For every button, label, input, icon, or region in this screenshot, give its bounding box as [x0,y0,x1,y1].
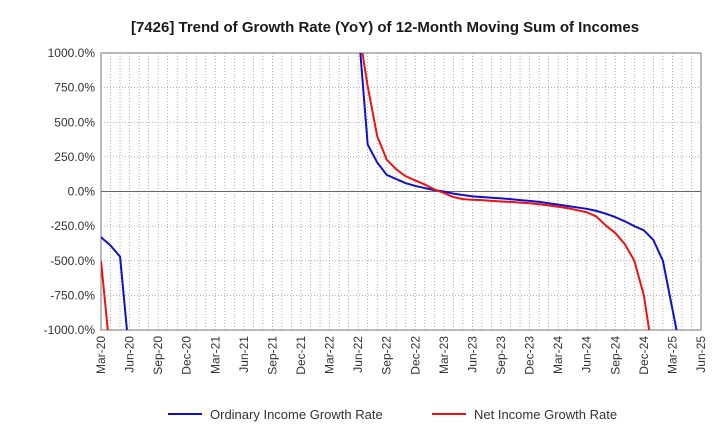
x-tick-label: Jun-20 [123,336,137,373]
x-axis: Mar-20 Jun-20 Sep-20 Dec-20 Mar-21 Jun-21 Sep-… [94,336,708,375]
y-tick-label: -250.0% [50,219,95,233]
x-tick-label: Dec-21 [294,336,308,375]
x-tick-label: Dec-24 [637,336,651,375]
grid [100,52,702,331]
legend-label: Ordinary Income Growth Rate [210,407,383,422]
x-tick-label: Sep-24 [608,336,622,375]
chart-title: [7426] Trend of Growth Rate (YoY) of 12-… [131,19,639,36]
x-tick-label: Dec-20 [180,336,194,375]
series-layer [101,53,678,330]
x-tick-label: Sep-23 [494,336,508,375]
y-tick-label: -500.0% [50,254,95,268]
x-tick-label: Jun-24 [580,336,594,373]
x-tick-label: Sep-22 [380,336,394,375]
x-tick-label: Sep-20 [151,336,165,375]
y-tick-label: 1000.0% [48,46,96,60]
plot-frame [100,52,702,331]
x-tick-label: Jun-21 [237,336,251,373]
x-tick-label: Jun-23 [465,336,479,373]
legend: Ordinary Income Growth Rate Net Income Gr… [168,407,617,422]
y-tick-label: 500.0% [54,115,95,129]
legend-label: Net Income Growth Rate [474,407,617,422]
series-line-ordinary-income [101,53,678,330]
x-tick-label: Jun-25 [694,336,708,373]
y-tick-label: -750.0% [50,288,95,302]
x-tick-label: Mar-23 [437,336,451,374]
x-tick-label: Mar-24 [551,336,565,374]
x-tick-label: Dec-23 [523,336,537,375]
y-tick-label: 250.0% [54,150,95,164]
y-tick-label: 0.0% [68,185,96,199]
x-tick-label: Mar-20 [94,336,108,374]
x-tick-label: Mar-21 [208,336,222,374]
y-tick-label: 750.0% [54,81,95,95]
x-tick-label: Mar-25 [665,336,679,374]
x-tick-label: Dec-22 [408,336,422,375]
x-tick-label: Sep-21 [265,336,279,375]
x-tick-label: Mar-22 [323,336,337,374]
y-tick-label: -1000.0% [44,323,96,337]
y-axis: 1000.0% 750.0% 500.0% 250.0% 0.0% -250.0% -500… [44,46,96,337]
x-tick-label: Jun-22 [351,336,365,373]
series-line-net-income [101,53,651,330]
